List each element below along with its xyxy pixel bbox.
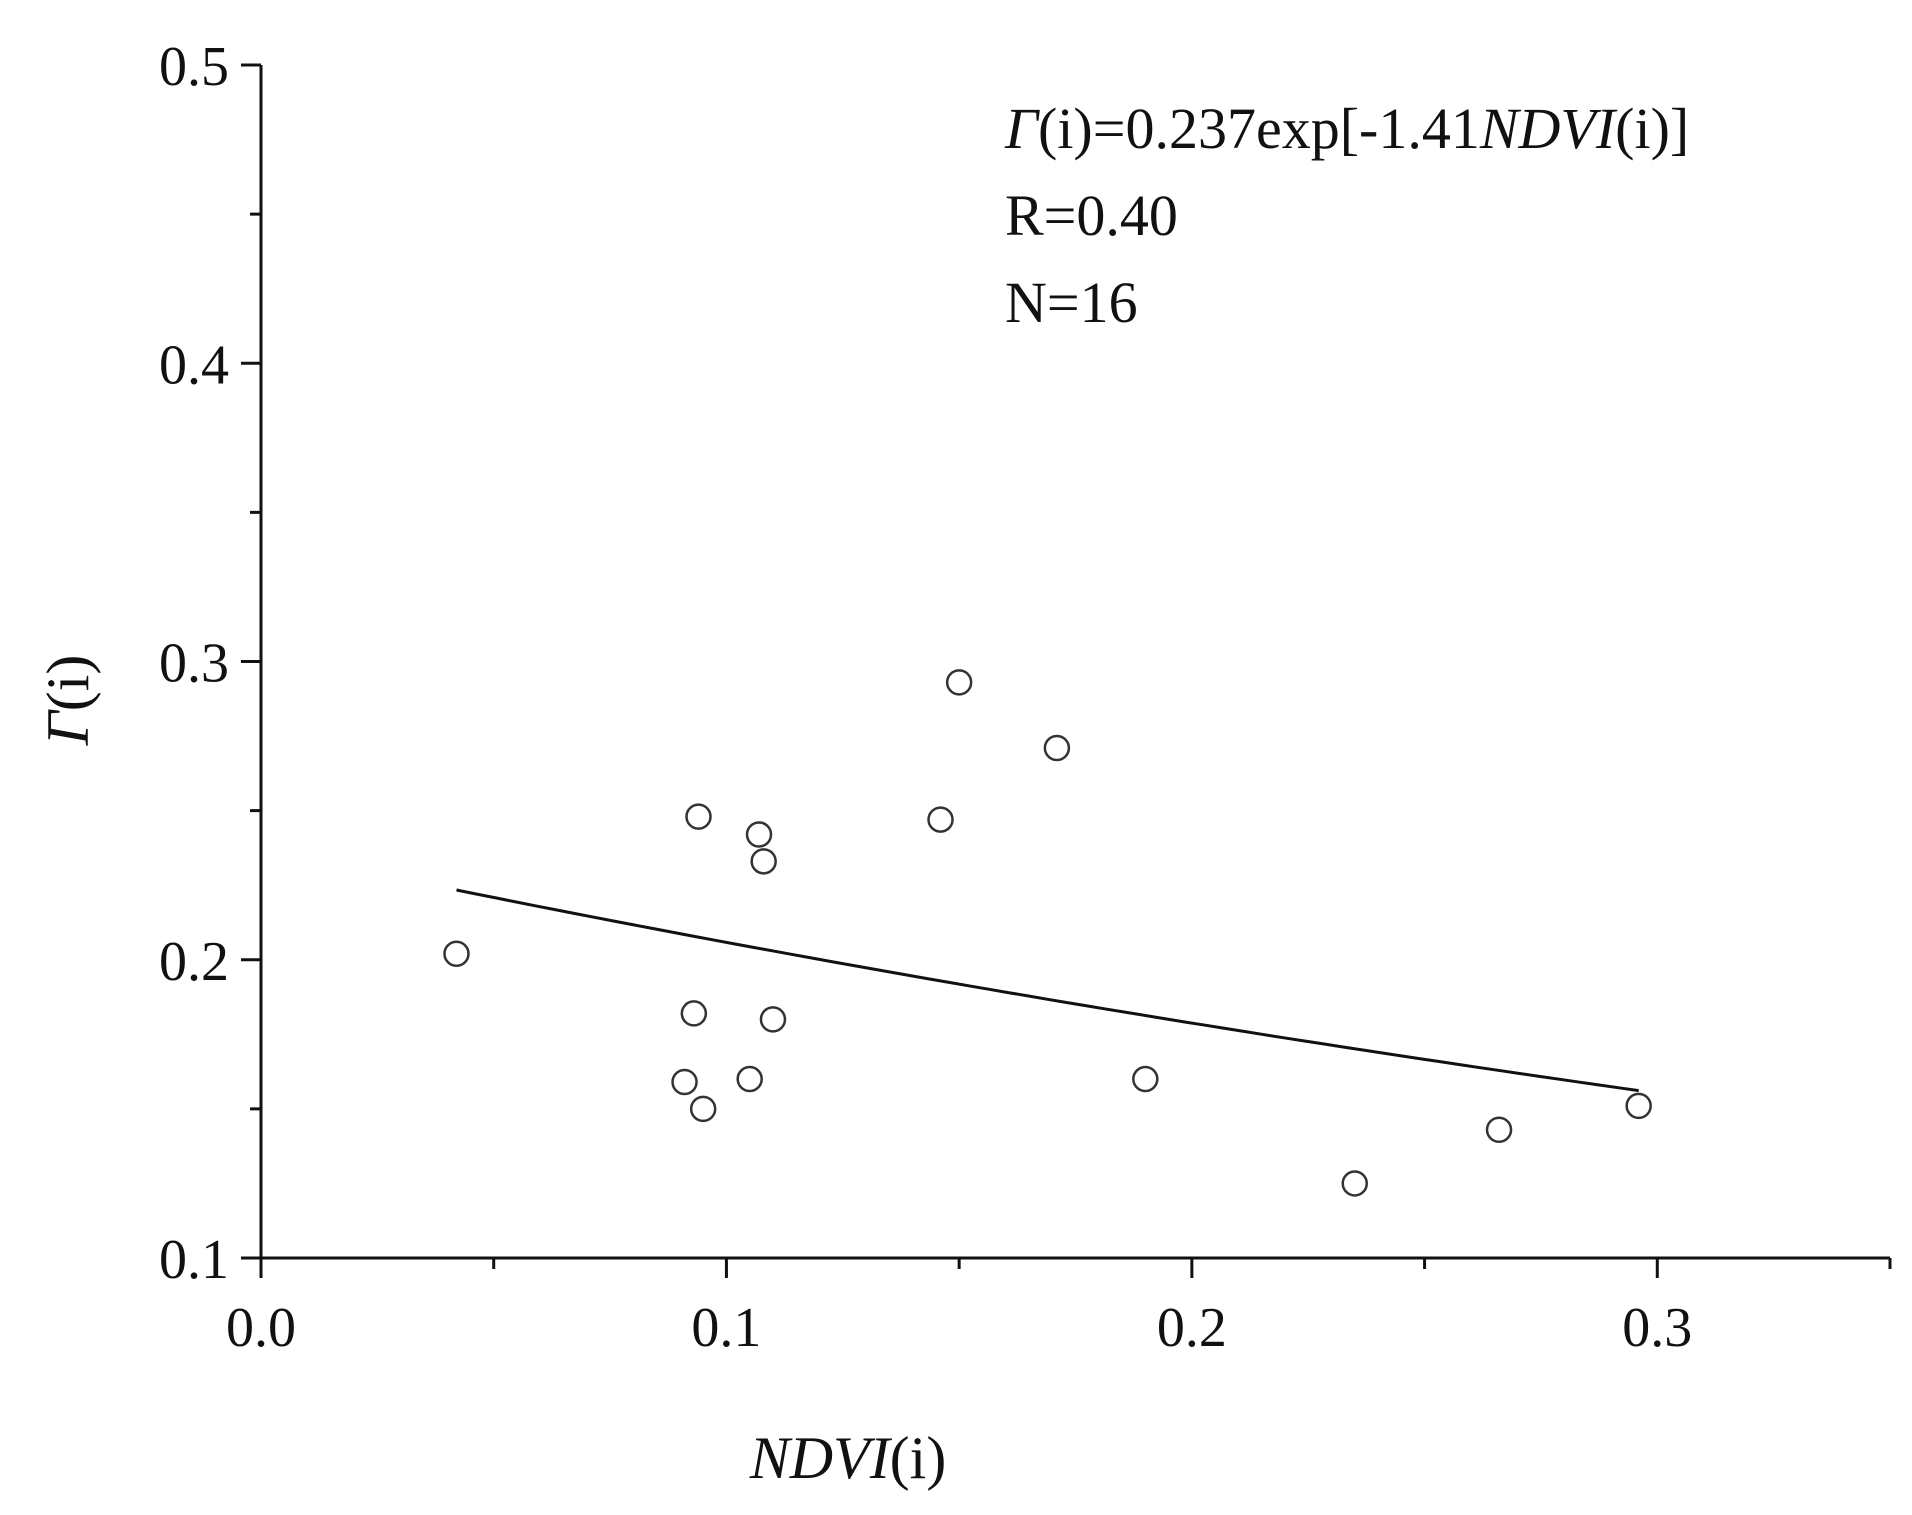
data-point — [1132, 1065, 1159, 1093]
y-tick-label: 0.3 — [159, 633, 229, 695]
data-point — [1341, 1170, 1369, 1197]
sample-size-label: N=16 — [1005, 270, 1138, 335]
data-point — [443, 940, 470, 968]
x-axis-label-plain: (i) — [890, 1425, 947, 1491]
data-points — [443, 669, 1652, 1197]
data-point — [1485, 1116, 1513, 1144]
x-axis-label-italic: NDVI — [749, 1425, 893, 1491]
y-tick-label: 0.4 — [159, 334, 229, 396]
data-point — [671, 1068, 698, 1096]
x-tick-label: 0.0 — [226, 1297, 296, 1359]
y-tick-label: 0.1 — [159, 1229, 229, 1291]
fit-equation: Γ(i)=0.237exp[-1.41NDVI(i)] — [1004, 96, 1689, 161]
y-tick-label: 0.2 — [159, 931, 229, 993]
data-point — [945, 669, 973, 696]
data-point — [1043, 734, 1071, 762]
y-axis-label-plain: (i) — [35, 655, 101, 712]
y-tick-label: 0.5 — [159, 36, 229, 98]
tick-marks — [241, 63, 1892, 1278]
x-tick-label: 0.2 — [1157, 1297, 1227, 1359]
fit-curve — [456, 888, 1639, 1093]
fit-equation-part: Γ — [1004, 96, 1040, 161]
y-axis-label-italic: Γ — [35, 708, 101, 746]
data-point — [745, 821, 773, 848]
x-tick-label: 0.3 — [1622, 1297, 1692, 1359]
data-point — [689, 1095, 717, 1123]
correlation-label: R=0.40 — [1005, 183, 1178, 248]
fit-equation-part: (i)] — [1615, 96, 1689, 161]
y-axis-label: Γ(i) — [35, 655, 101, 747]
data-point — [736, 1065, 763, 1093]
x-tick-label: 0.1 — [691, 1297, 761, 1359]
data-point — [759, 1006, 787, 1033]
data-point — [685, 803, 712, 830]
tick-labels: 0.0 0.1 0.2 0.30.10.20.30.40.5 — [159, 36, 1692, 1359]
data-point — [750, 848, 777, 875]
fit-equation-part: NDVI — [1479, 96, 1618, 161]
fit-equation-part: (i)=0.237exp[-1.41 — [1038, 96, 1480, 161]
data-point — [680, 1000, 708, 1027]
data-point — [1625, 1092, 1652, 1120]
x-axis-label: NDVI(i) — [749, 1425, 947, 1491]
data-point — [927, 806, 954, 833]
